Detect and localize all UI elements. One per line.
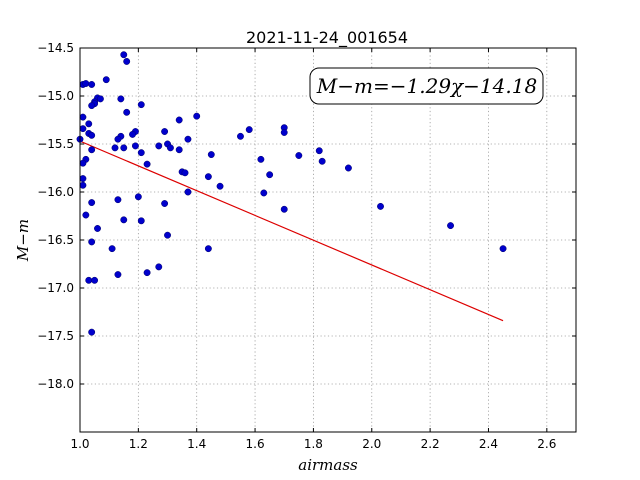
data-points: [76, 51, 507, 336]
data-point: [447, 222, 454, 230]
data-point: [143, 269, 151, 277]
data-point: [161, 128, 169, 135]
fit-line-group: [79, 140, 504, 322]
data-point: [94, 225, 101, 232]
data-point: [318, 157, 326, 165]
x-tick-label: 1.4: [187, 437, 206, 451]
data-point: [120, 216, 128, 224]
data-point: [166, 144, 174, 152]
data-point: [88, 131, 96, 139]
x-tick-label: 1.2: [129, 437, 148, 451]
data-point: [295, 152, 303, 159]
data-point: [120, 144, 128, 152]
data-point: [266, 171, 274, 179]
data-point: [129, 130, 136, 138]
data-point: [193, 112, 201, 120]
data-point: [85, 120, 93, 128]
data-point: [131, 142, 139, 150]
data-point: [114, 271, 122, 279]
data-point: [88, 199, 96, 207]
data-point: [237, 132, 244, 140]
data-point: [82, 211, 90, 219]
y-tick-label: −18.0: [37, 377, 74, 391]
data-point: [315, 147, 323, 155]
x-tick-label: 2.2: [421, 437, 440, 451]
data-point: [181, 169, 189, 177]
data-point: [88, 146, 96, 154]
chart-title: 2021-11-24_001654: [246, 28, 408, 48]
y-tick-label: −17.0: [37, 281, 74, 295]
data-point: [143, 160, 151, 168]
y-tick-label: −17.5: [37, 329, 74, 343]
data-point: [111, 144, 119, 152]
data-point: [123, 57, 131, 65]
x-tick-label: 2.4: [479, 437, 498, 451]
data-point: [164, 231, 171, 239]
data-point: [155, 142, 163, 150]
data-point: [79, 181, 87, 189]
data-point: [114, 135, 122, 143]
data-point: [79, 125, 87, 133]
data-point: [155, 263, 163, 271]
y-tick-label: −16.0: [37, 185, 74, 199]
annotation-box: [309, 67, 544, 105]
axis-ticks: 1.0 1.2 1.4 1.6 1.8 2.0 2.2 2.4 2.6 −18.0 −17.5 −17…: [37, 41, 576, 451]
data-point: [499, 245, 507, 253]
y-tick-label: −15.5: [37, 137, 74, 151]
data-point: [207, 151, 215, 159]
y-tick-label: −16.5: [37, 233, 74, 247]
data-point: [117, 95, 125, 103]
data-point: [79, 175, 87, 183]
data-point: [96, 95, 104, 103]
data-point: [88, 102, 96, 110]
data-point: [102, 76, 110, 84]
fit-equation: M−m=−1.29χ−14.18: [316, 74, 537, 98]
data-point: [88, 328, 96, 336]
fit-line: [79, 140, 504, 322]
data-point: [204, 173, 212, 181]
data-point: [184, 135, 192, 143]
data-point: [377, 202, 384, 210]
data-point: [280, 205, 288, 213]
data-point: [184, 188, 192, 196]
data-point: [137, 101, 145, 109]
x-tick-label: 1.0: [70, 437, 89, 451]
data-point: [79, 159, 87, 167]
data-point: [216, 182, 224, 190]
data-point: [137, 217, 145, 225]
x-tick-label: 2.6: [537, 437, 556, 451]
data-point: [82, 80, 90, 87]
x-tick-label: 1.6: [246, 437, 265, 451]
data-point: [175, 146, 183, 154]
data-point: [245, 126, 253, 134]
data-point: [175, 116, 183, 124]
data-point: [79, 113, 87, 121]
data-point: [260, 189, 268, 197]
data-point: [88, 81, 96, 88]
y-tick-label: −15.0: [37, 89, 74, 103]
data-point: [91, 276, 99, 284]
x-tick-label: 2.0: [362, 437, 381, 451]
data-point: [257, 155, 265, 163]
data-point: [123, 108, 131, 116]
data-point: [88, 238, 96, 246]
data-point: [108, 245, 116, 253]
fit-annotation: M−m=−1.29χ−14.18: [309, 67, 544, 105]
data-point: [114, 196, 122, 204]
data-point: [344, 164, 352, 172]
y-axis-label: M−m: [14, 219, 32, 262]
data-point: [161, 200, 169, 207]
data-point: [134, 193, 142, 201]
x-axis-label: airmass: [298, 456, 358, 474]
data-point: [137, 149, 145, 157]
data-point: [280, 129, 288, 136]
data-point: [85, 276, 93, 284]
data-point: [204, 245, 212, 253]
x-tick-label: 1.8: [304, 437, 323, 451]
y-tick-label: −14.5: [37, 41, 74, 55]
data-point: [120, 51, 128, 59]
